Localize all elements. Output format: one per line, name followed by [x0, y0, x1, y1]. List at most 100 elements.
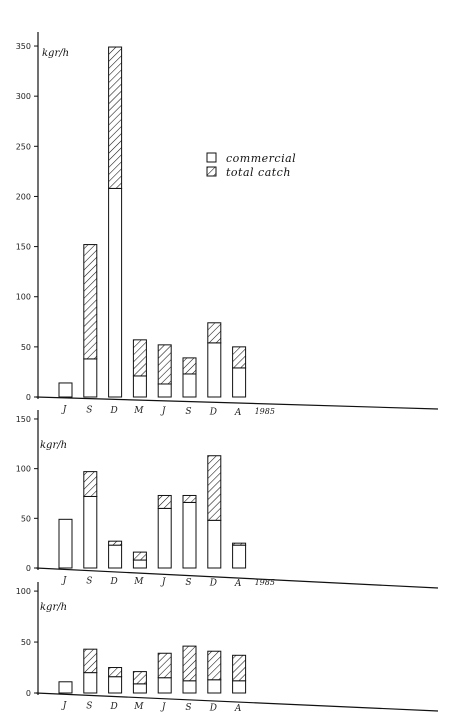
- bar-total-catch: [108, 46, 123, 189]
- x-category-label: J: [61, 576, 68, 586]
- bar-total-catch: [83, 648, 98, 674]
- bar-commercial: [157, 677, 172, 694]
- y-tick-label: 50: [21, 343, 31, 352]
- y-tick-label: 50: [21, 638, 31, 647]
- x-category-label: S: [86, 405, 92, 415]
- bar-commercial: [58, 382, 73, 398]
- y-tick-label: 0: [26, 564, 31, 573]
- bar-total-catch: [232, 346, 247, 369]
- y-tick-label: 300: [16, 92, 31, 101]
- x-category-label: J: [160, 407, 167, 417]
- bar-commercial: [108, 187, 123, 398]
- bar-commercial: [182, 373, 197, 398]
- x-category-label: M: [133, 577, 144, 587]
- y-tick-label: 150: [16, 243, 31, 252]
- bar-total-catch: [157, 494, 172, 509]
- y-unit-label: kgr/h: [42, 48, 69, 59]
- bar-total-catch: [157, 344, 172, 385]
- bar-commercial: [132, 375, 147, 398]
- x-category-label: D: [209, 703, 217, 713]
- y-tick-label: 150: [16, 415, 31, 424]
- x-category-label: D: [209, 407, 217, 417]
- bar-commercial: [58, 518, 73, 569]
- bar-total-catch: [132, 339, 147, 377]
- x-category-label: D: [109, 577, 117, 587]
- x-category-label: M: [133, 702, 144, 712]
- y-tick-label: 0: [26, 393, 31, 402]
- y-tick-label: 200: [16, 192, 31, 201]
- x-category-label: J: [61, 701, 68, 711]
- x-axis-line: [35, 692, 439, 712]
- bar-total-catch: [207, 650, 222, 681]
- bar-commercial: [83, 358, 98, 398]
- bar-total-catch: [207, 455, 222, 521]
- x-category-label: S: [86, 576, 92, 586]
- y-unit-label: kgr/h: [40, 440, 67, 451]
- y-tick-label: 100: [16, 587, 31, 596]
- chart-panel-3: 0 50 100 kgr/h J S D M J S D A: [16, 582, 439, 714]
- bar-total-catch: [232, 654, 247, 682]
- x-axis-line: [35, 567, 439, 589]
- legend-swatch-commercial: [206, 152, 217, 163]
- year-label: 1985: [255, 578, 275, 587]
- bar-commercial: [58, 681, 73, 694]
- bar-total-catch: [157, 652, 172, 679]
- chart-panel-2: 0 50 100 150 kgr/h J S D M J S D A 1985: [16, 410, 439, 589]
- legend-swatch-total-catch: [206, 166, 217, 177]
- bar-total-catch: [83, 244, 98, 360]
- x-category-label: A: [234, 579, 242, 589]
- y-tick-label: 350: [16, 42, 31, 51]
- bar-commercial: [132, 559, 147, 569]
- year-label: 1985: [255, 407, 275, 416]
- legend-label-commercial: commercial: [226, 152, 296, 165]
- bar-commercial: [83, 495, 98, 569]
- x-category-label: J: [160, 578, 167, 588]
- bar-commercial: [157, 383, 172, 398]
- x-axis-line: [35, 396, 439, 410]
- bar-total-catch: [108, 667, 123, 678]
- bar-total-catch: [182, 645, 197, 682]
- x-category-label: A: [234, 408, 242, 418]
- bar-commercial: [182, 680, 197, 694]
- y-tick-label: 0: [26, 689, 31, 698]
- bar-commercial: [182, 501, 197, 569]
- x-category-label: D: [209, 578, 217, 588]
- x-category-label: D: [109, 406, 117, 416]
- bar-commercial: [232, 367, 247, 398]
- y-tick-label: 250: [16, 142, 31, 151]
- bar-total-catch: [232, 542, 247, 546]
- bar-total-catch: [182, 494, 197, 503]
- x-category-label: S: [185, 407, 191, 417]
- bar-commercial: [232, 680, 247, 694]
- bar-commercial: [207, 519, 222, 569]
- bar-total-catch: [108, 540, 123, 546]
- bar-total-catch: [132, 671, 147, 685]
- bar-commercial: [157, 507, 172, 569]
- x-category-label: S: [185, 703, 191, 713]
- x-category-label: A: [234, 704, 242, 714]
- bar-total-catch: [182, 357, 197, 375]
- bar-commercial: [108, 676, 123, 694]
- chart-panels: 0 50 100 150 200 250 300 350 kgr/h J S D M J S D A 1985 0 5…: [16, 32, 439, 714]
- bar-total-catch: [83, 471, 98, 497]
- bar-commercial: [83, 672, 98, 694]
- bar-commercial: [108, 544, 123, 569]
- x-category-label: J: [160, 703, 167, 713]
- x-category-label: D: [109, 702, 117, 712]
- bar-commercial: [132, 683, 147, 694]
- bar-total-catch: [207, 322, 222, 344]
- bar-commercial: [232, 544, 247, 569]
- y-unit-label: kgr/h: [40, 602, 67, 613]
- x-category-label: S: [86, 701, 92, 711]
- x-category-label: M: [133, 406, 144, 416]
- chart-panel-1: 0 50 100 150 200 250 300 350 kgr/h J S D M J S D A 1985: [16, 32, 439, 418]
- y-tick-label: 100: [16, 293, 31, 302]
- bar-commercial: [207, 679, 222, 694]
- x-category-label: J: [61, 405, 68, 415]
- x-category-label: S: [185, 578, 191, 588]
- y-tick-label: 50: [21, 514, 31, 523]
- y-tick-label: 100: [16, 465, 31, 474]
- legend: commercial total catch: [206, 152, 296, 179]
- legend-label-total-catch: total catch: [226, 166, 291, 179]
